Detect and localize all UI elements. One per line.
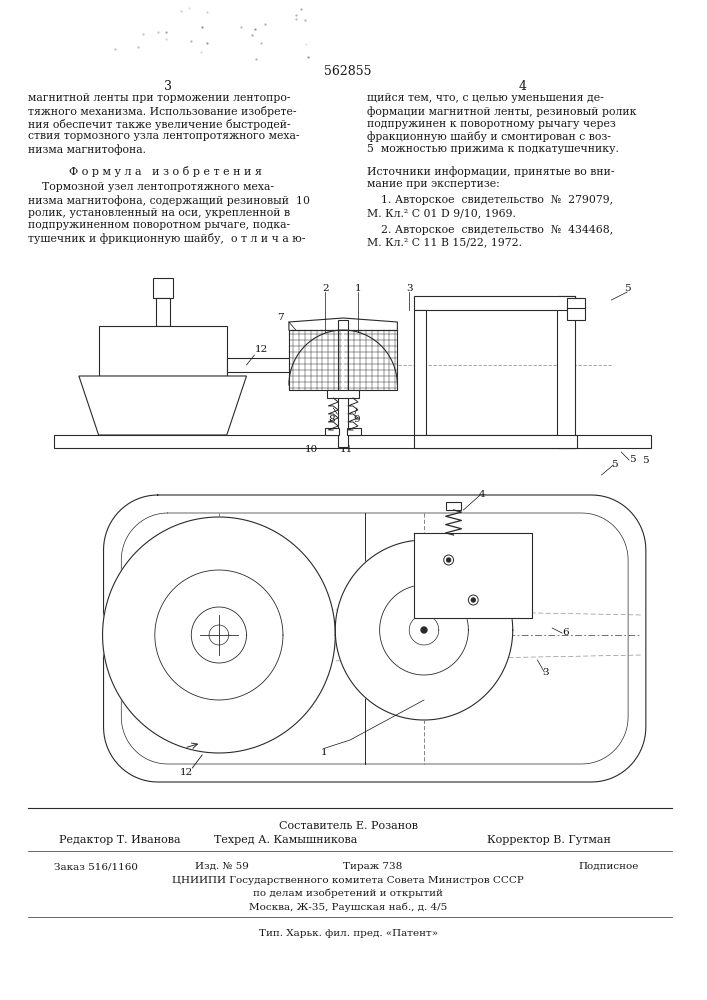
Text: Составитель Е. Розанов: Составитель Е. Розанов	[279, 821, 418, 831]
Bar	[98, 326, 227, 376]
Text: 12: 12	[255, 346, 268, 355]
Text: 5: 5	[629, 455, 636, 464]
Text: 1. Авторское  свидетельство  №  279079,: 1. Авторское свидетельство № 279079,	[367, 195, 613, 205]
Text: Редактор Т. Иванова: Редактор Т. Иванова	[59, 835, 181, 845]
Bar	[414, 435, 577, 448]
Text: 3: 3	[542, 668, 549, 677]
Text: 7: 7	[277, 314, 284, 322]
Text: 9: 9	[353, 415, 360, 424]
Text: 2. Авторское  свидетельство  №  434468,: 2. Авторское свидетельство № 434468,	[367, 225, 613, 235]
Text: М. Кл.² С 01 D 9/10, 1969.: М. Кл.² С 01 D 9/10, 1969.	[367, 208, 515, 218]
Text: Москва, Ж-35, Раушская наб., д. 4/5: Москва, Ж-35, Раушская наб., д. 4/5	[249, 902, 448, 912]
Text: 2: 2	[322, 284, 329, 293]
Bar	[567, 298, 585, 320]
Text: 5: 5	[624, 284, 631, 293]
Text: 5: 5	[612, 460, 618, 469]
Text: Тип. Харьк. фил. пред. «Патент»: Тип. Харьк. фил. пред. «Патент»	[259, 929, 438, 938]
Text: тушечник и фрикционную шайбу,  о т л и ч а ю-: тушечник и фрикционную шайбу, о т л и ч …	[28, 233, 305, 244]
Text: М. Кл.² С 11 В 15/22, 1972.: М. Кл.² С 11 В 15/22, 1972.	[367, 238, 522, 248]
Text: 1: 1	[320, 748, 327, 757]
Text: Тормозной узел лентопротяжного меха-: Тормозной узел лентопротяжного меха-	[28, 182, 274, 192]
Circle shape	[472, 598, 475, 602]
Text: 11: 11	[340, 445, 354, 454]
Polygon shape	[79, 376, 247, 435]
Text: 5: 5	[642, 456, 648, 465]
Text: Техред А. Камышникова: Техред А. Камышникова	[214, 835, 358, 845]
Bar	[153, 278, 173, 298]
Text: Тираж 738: Тираж 738	[343, 862, 402, 871]
Bar	[327, 390, 359, 398]
Text: Подписное: Подписное	[578, 862, 639, 871]
Text: Заказ 516/1160: Заказ 516/1160	[54, 862, 139, 871]
Text: Ф о р м у л а   и з о б р е т е н и я: Ф о р м у л а и з о б р е т е н и я	[69, 166, 262, 177]
Text: Источники информации, принятые во вни-: Источники информации, принятые во вни-	[367, 166, 614, 177]
Bar	[557, 296, 575, 448]
Bar	[347, 428, 361, 435]
Polygon shape	[414, 533, 532, 618]
Circle shape	[421, 627, 427, 633]
Text: 4: 4	[478, 490, 485, 499]
Bar	[414, 310, 426, 435]
Text: фракционную шайбу и смонтирован с воз-: фракционную шайбу и смонтирован с воз-	[367, 131, 611, 142]
Text: формации магнитной ленты, резиновый ролик: формации магнитной ленты, резиновый роли…	[367, 106, 636, 117]
Text: ствия тормозного узла лентопротяжного меха-: ствия тормозного узла лентопротяжного ме…	[28, 131, 299, 141]
Text: подпружиненном поворотном рычаге, подка-: подпружиненном поворотном рычаге, подка-	[28, 220, 290, 230]
Text: 10: 10	[305, 445, 318, 454]
Text: ния обеспечит также увеличение быстродей-: ния обеспечит также увеличение быстродей…	[28, 119, 291, 130]
Text: щийся тем, что, с целью уменьшения де-: щийся тем, что, с целью уменьшения де-	[367, 93, 604, 103]
Polygon shape	[335, 540, 513, 720]
Bar	[156, 298, 170, 326]
Text: 1: 1	[355, 284, 361, 293]
Bar	[54, 435, 650, 448]
Circle shape	[447, 558, 450, 562]
Text: низма магнитофона.: низма магнитофона.	[28, 144, 146, 155]
Text: 5  можностью прижима к подкатушечнику.: 5 можностью прижима к подкатушечнику.	[367, 144, 619, 154]
Text: магнитной ленты при торможении лентопро-: магнитной ленты при торможении лентопро-	[28, 93, 290, 103]
Text: подпружинен к поворотному рычагу через: подпружинен к поворотному рычагу через	[367, 119, 616, 129]
Polygon shape	[103, 517, 335, 753]
Bar	[414, 296, 575, 310]
Bar	[338, 320, 348, 447]
Text: 4: 4	[519, 80, 527, 93]
Text: 8: 8	[329, 415, 335, 424]
Text: Изд. № 59: Изд. № 59	[195, 862, 249, 871]
Bar	[289, 330, 342, 390]
Bar	[445, 502, 462, 510]
Text: 3: 3	[406, 284, 412, 293]
Text: 12: 12	[180, 768, 193, 777]
Text: тяжного механизма. Использование изобрете-: тяжного механизма. Использование изобрет…	[28, 106, 296, 117]
Text: ЦНИИПИ Государственного комитета Совета Министров СССР: ЦНИИПИ Государственного комитета Совета …	[173, 876, 524, 885]
Text: Корректор В. Гутман: Корректор В. Гутман	[487, 835, 612, 845]
Bar	[344, 330, 397, 390]
Polygon shape	[103, 495, 646, 782]
Text: 562855: 562855	[325, 65, 372, 78]
Text: мание при экспертизе:: мание при экспертизе:	[367, 179, 500, 189]
Bar	[227, 358, 355, 372]
Text: ролик, установленный на оси, укрепленной в: ролик, установленный на оси, укрепленной…	[28, 208, 290, 218]
Text: 6: 6	[562, 628, 568, 637]
Bar	[325, 428, 339, 435]
Text: по делам изобретений и открытий: по делам изобретений и открытий	[253, 889, 443, 898]
Text: низма магнитофона, содержащий резиновый  10: низма магнитофона, содержащий резиновый …	[28, 195, 310, 206]
Text: 3: 3	[163, 80, 172, 93]
